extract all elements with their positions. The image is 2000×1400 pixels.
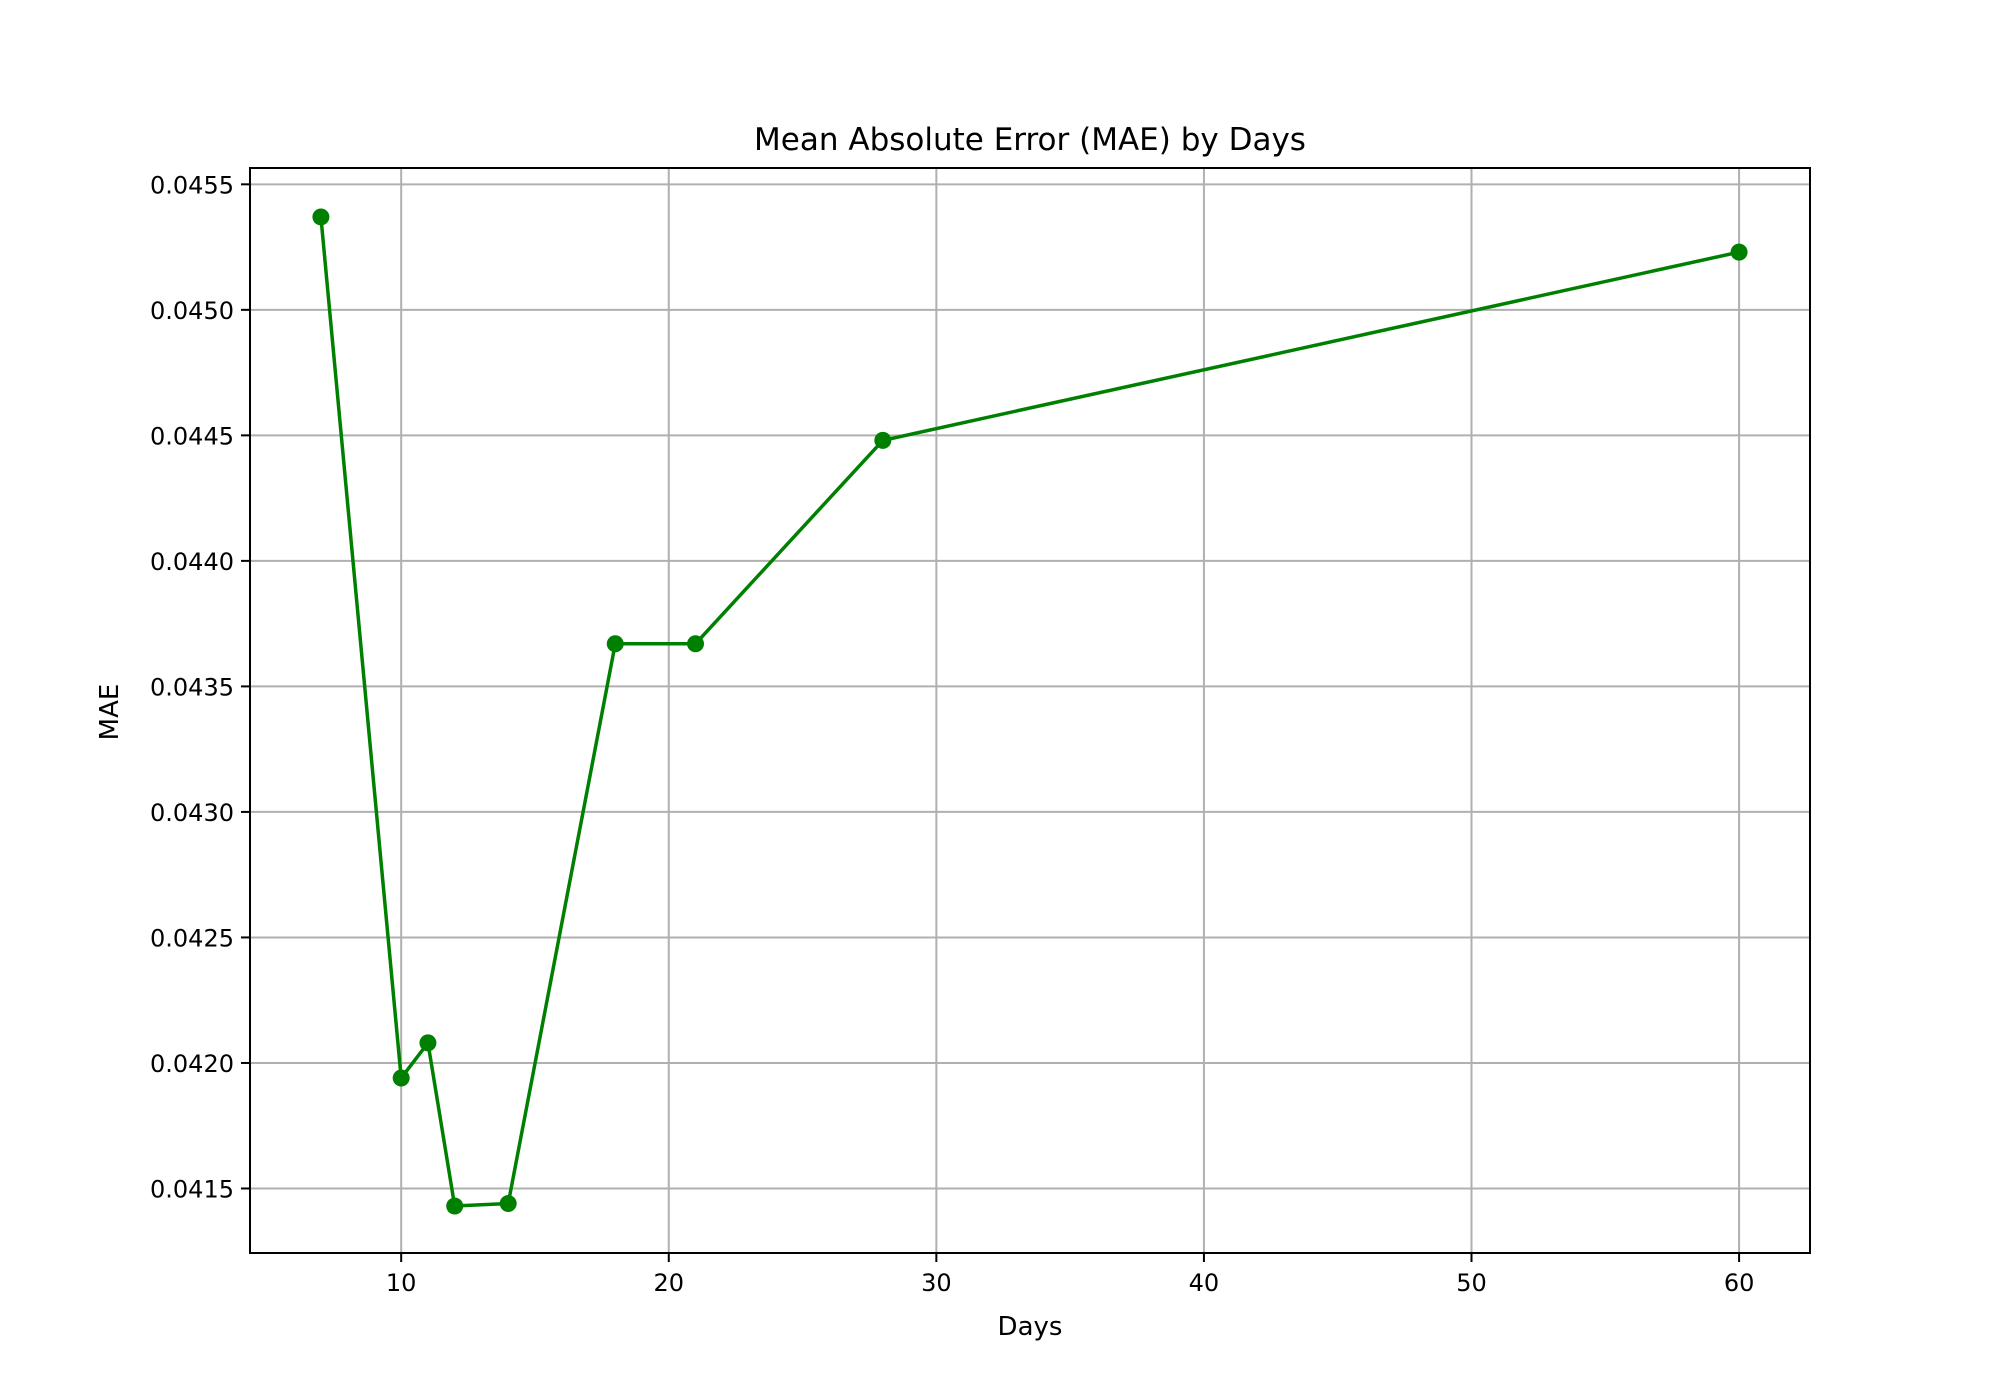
x-axis-label: Days <box>998 1312 1063 1342</box>
x-tick-label: 20 <box>653 1269 684 1297</box>
data-point-marker <box>419 1034 437 1052</box>
data-point-marker <box>446 1197 464 1215</box>
y-tick-label: 0.0455 <box>150 171 234 199</box>
y-tick-label: 0.0445 <box>150 422 234 450</box>
data-series <box>312 208 1748 1215</box>
plot-area-frame <box>249 167 1811 1254</box>
x-tick-label: 60 <box>1724 1269 1755 1297</box>
x-tick-label: 50 <box>1456 1269 1487 1297</box>
data-point-marker <box>687 635 705 653</box>
y-axis-label: MAE <box>95 684 125 741</box>
grid-lines <box>250 168 1810 1253</box>
y-tick-label: 0.0425 <box>150 924 234 952</box>
chart-title: Mean Absolute Error (MAE) by Days <box>754 122 1306 158</box>
data-point-marker <box>312 208 330 226</box>
data-point-marker <box>606 635 624 653</box>
data-point-marker <box>874 431 892 449</box>
y-tick-label: 0.0420 <box>150 1050 234 1078</box>
data-point-marker <box>392 1069 410 1087</box>
x-tick-label: 40 <box>1189 1269 1220 1297</box>
y-tick-label: 0.0430 <box>150 799 234 827</box>
y-tick-label: 0.0450 <box>150 297 234 325</box>
x-tick-label: 30 <box>921 1269 952 1297</box>
axis-ticks: 10 20 30 40 50 60 0.0415 0.0420 0.0425 0.0430 0.04… <box>150 171 1754 1297</box>
y-tick-label: 0.0435 <box>150 673 234 701</box>
y-tick-label: 0.0440 <box>150 548 234 576</box>
data-point-marker <box>499 1195 517 1213</box>
data-point-marker <box>1730 243 1748 261</box>
x-tick-label: 10 <box>386 1269 417 1297</box>
y-tick-label: 0.0415 <box>150 1175 234 1203</box>
